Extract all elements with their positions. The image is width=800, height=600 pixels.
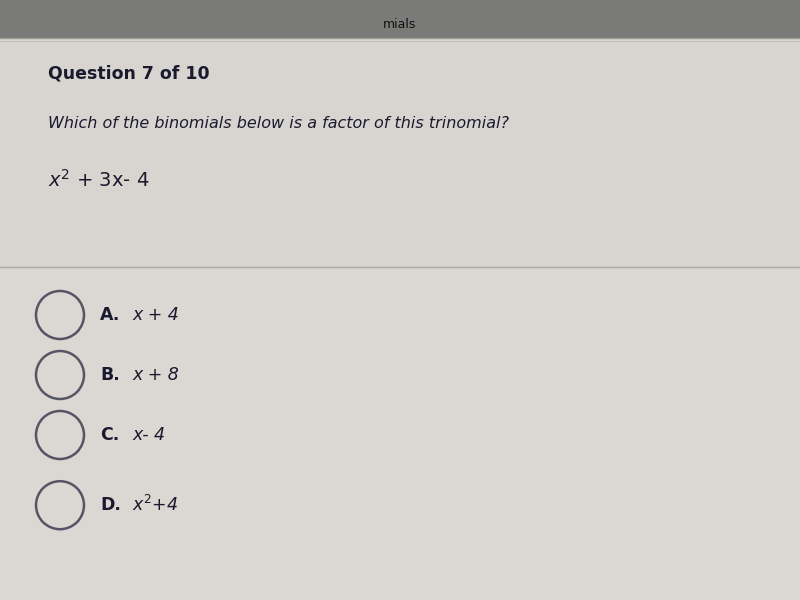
Text: x- 4: x- 4 xyxy=(132,426,165,444)
Text: mials: mials xyxy=(383,17,417,31)
Text: x + 4: x + 4 xyxy=(132,306,178,324)
Text: Question 7 of 10: Question 7 of 10 xyxy=(48,64,210,82)
Text: Which of the binomials below is a factor of this trinomial?: Which of the binomials below is a factor… xyxy=(48,115,509,130)
Text: C.: C. xyxy=(100,426,119,444)
Bar xyxy=(0,0,800,39)
Text: x + 8: x + 8 xyxy=(132,366,178,384)
Text: B.: B. xyxy=(100,366,120,384)
Bar xyxy=(0,270,800,600)
Text: $x^2$+4: $x^2$+4 xyxy=(132,495,178,515)
Text: A.: A. xyxy=(100,306,120,324)
Text: $x^2$ + 3x- 4: $x^2$ + 3x- 4 xyxy=(48,169,150,191)
Text: D.: D. xyxy=(100,496,121,514)
